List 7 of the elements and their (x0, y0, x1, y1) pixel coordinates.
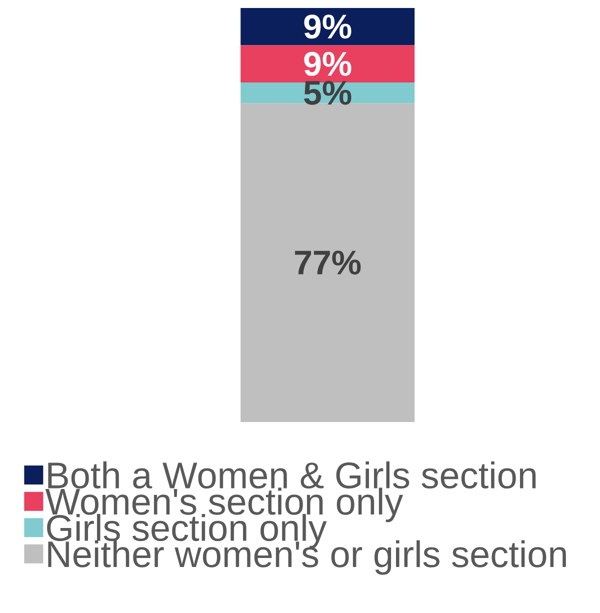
bar (240, 103, 415, 422)
data-label: 9% (304, 52, 352, 76)
data-label: 5% (304, 80, 352, 105)
legend-label: Both a Women & Girls section (48, 461, 536, 489)
bar (240, 8, 415, 46)
data-label: 77% (295, 250, 361, 275)
data-label: 9% (304, 14, 352, 39)
